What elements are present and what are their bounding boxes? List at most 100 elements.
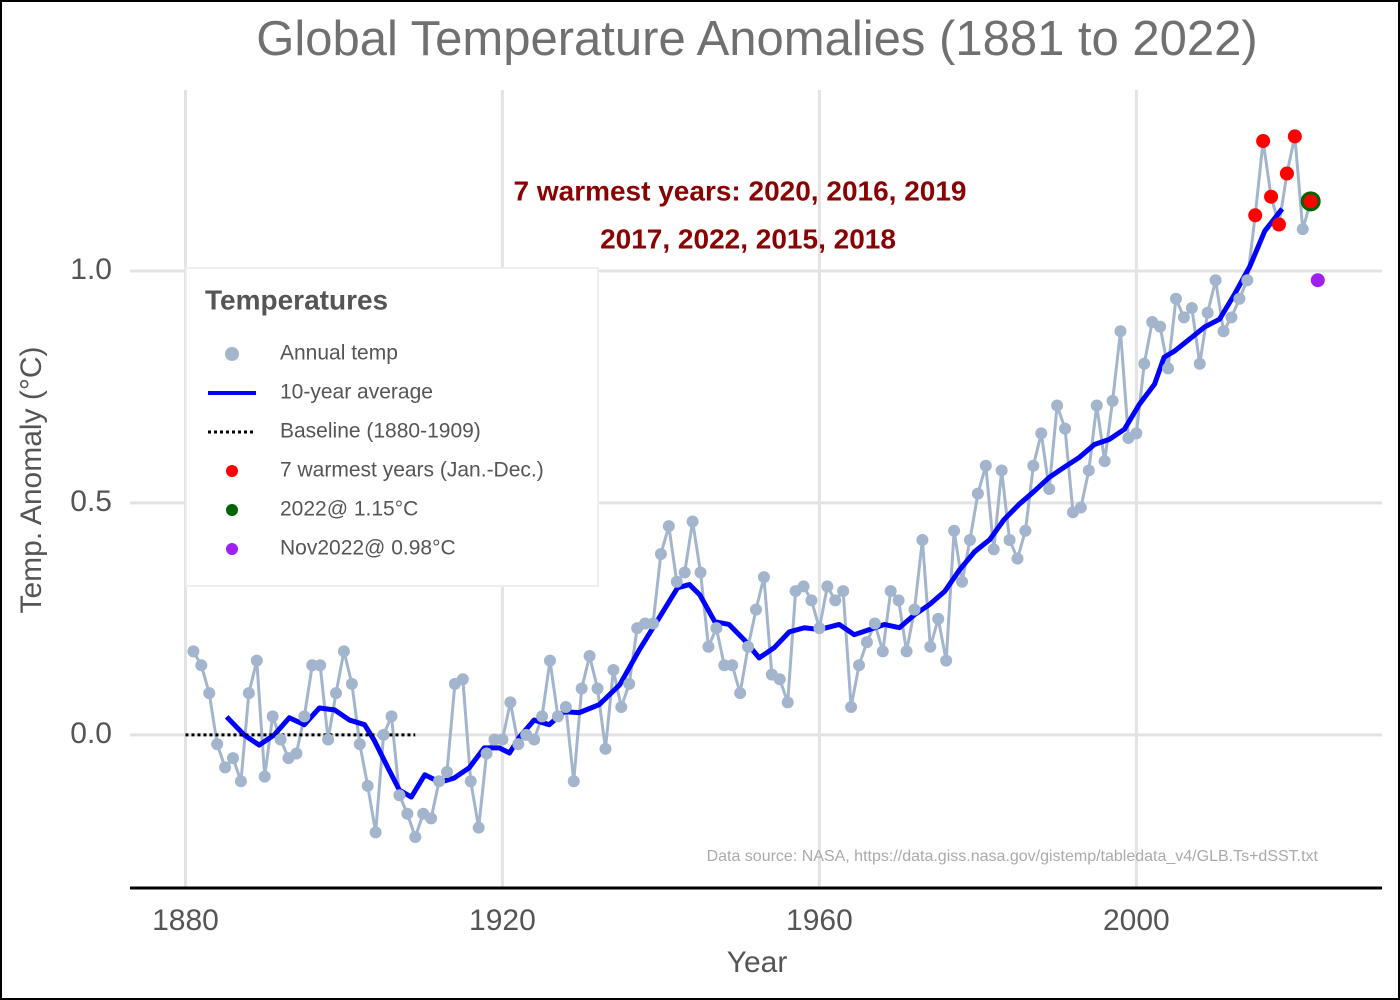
data-point — [821, 580, 834, 593]
x-tick-label: 2000 — [1103, 904, 1170, 937]
data-point — [250, 654, 263, 667]
data-point — [1233, 292, 1246, 305]
data-point — [1241, 274, 1254, 287]
data-point — [234, 775, 247, 788]
data-point — [1059, 422, 1072, 435]
data-point — [377, 728, 390, 741]
data-point — [1138, 357, 1151, 370]
data-point — [211, 738, 224, 751]
data-point — [1303, 194, 1318, 209]
data-point — [1217, 325, 1230, 338]
data-point — [187, 645, 200, 658]
data-point — [853, 659, 866, 672]
data-point — [393, 789, 406, 802]
data-point — [1185, 302, 1198, 315]
y-tick-label: 1.0 — [70, 253, 112, 286]
x-tick-label: 1960 — [786, 904, 853, 937]
data-point — [1287, 129, 1302, 144]
data-point — [480, 747, 493, 760]
data-point — [797, 580, 810, 593]
data-point — [916, 534, 929, 547]
data-point — [908, 603, 921, 616]
data-point — [274, 733, 287, 746]
series-line — [192, 134, 1313, 839]
data-point — [940, 654, 953, 667]
data-point — [757, 571, 770, 584]
data-point — [1271, 217, 1286, 232]
data-point — [551, 710, 564, 723]
data-point — [686, 515, 699, 528]
data-point — [734, 687, 747, 700]
data-point — [956, 575, 969, 588]
legend-key — [226, 465, 238, 477]
data-point — [361, 779, 374, 792]
data-point — [837, 585, 850, 598]
data-point — [504, 696, 517, 709]
source-note: Data source: NASA, https://data.giss.nas… — [707, 848, 1319, 865]
data-point — [345, 677, 358, 690]
data-point — [385, 710, 398, 723]
data-point — [670, 575, 683, 588]
data-point — [678, 566, 691, 579]
data-point — [1177, 311, 1190, 324]
legend-label: Annual temp — [280, 342, 398, 365]
data-point — [528, 733, 541, 746]
data-point — [369, 826, 382, 839]
data-point — [1051, 399, 1064, 412]
legend: Temperatures Annual temp 10-year average B… — [185, 267, 599, 587]
y-axis-title: Temp. Anomaly (°C) — [15, 346, 48, 613]
data-point — [472, 821, 485, 834]
annotation: 2017, 2022, 2015, 2018 — [600, 223, 896, 254]
data-point — [900, 645, 913, 658]
data-point — [512, 738, 525, 751]
data-point — [1264, 189, 1279, 204]
data-point — [258, 770, 271, 783]
data-point — [1225, 311, 1238, 324]
data-point — [591, 682, 604, 695]
data-point — [409, 830, 422, 843]
data-point — [266, 710, 279, 723]
data-point — [1082, 464, 1095, 477]
data-point — [948, 524, 961, 537]
data-point — [829, 594, 842, 607]
data-point — [805, 594, 818, 607]
data-point — [932, 612, 945, 625]
data-point — [623, 677, 636, 690]
data-point — [1011, 552, 1024, 565]
data-point — [464, 775, 477, 788]
data-point — [401, 807, 414, 820]
data-point — [1019, 524, 1032, 537]
legend-box — [185, 267, 599, 587]
legend-label: 2022@ 1.15°C — [280, 498, 418, 521]
data-point — [583, 650, 596, 663]
legend-title: Temperatures — [205, 284, 388, 315]
data-point — [203, 687, 216, 700]
data-point — [1154, 320, 1167, 333]
data-point — [567, 775, 580, 788]
data-point — [543, 654, 556, 667]
data-point — [773, 673, 786, 686]
data-point — [227, 752, 240, 765]
legend-label: 10-year average — [280, 381, 433, 404]
chart-title: Global Temperature Anomalies (1881 to 20… — [256, 12, 1258, 66]
data-point — [298, 710, 311, 723]
data-point — [314, 659, 327, 672]
data-point — [702, 640, 715, 653]
data-point — [1169, 292, 1182, 305]
data-point — [1310, 273, 1325, 288]
x-axis-title: Year — [727, 946, 788, 979]
data-point — [813, 622, 826, 635]
data-point — [750, 603, 762, 616]
y-tick-label: 0.5 — [70, 485, 112, 518]
data-point — [860, 636, 873, 649]
data-point — [963, 534, 976, 547]
data-point — [694, 566, 707, 579]
data-point — [1193, 357, 1206, 370]
data-point — [987, 543, 1000, 556]
data-point — [599, 742, 612, 755]
legend-label: Baseline (1880-1909) — [280, 420, 481, 443]
data-point — [646, 617, 659, 630]
